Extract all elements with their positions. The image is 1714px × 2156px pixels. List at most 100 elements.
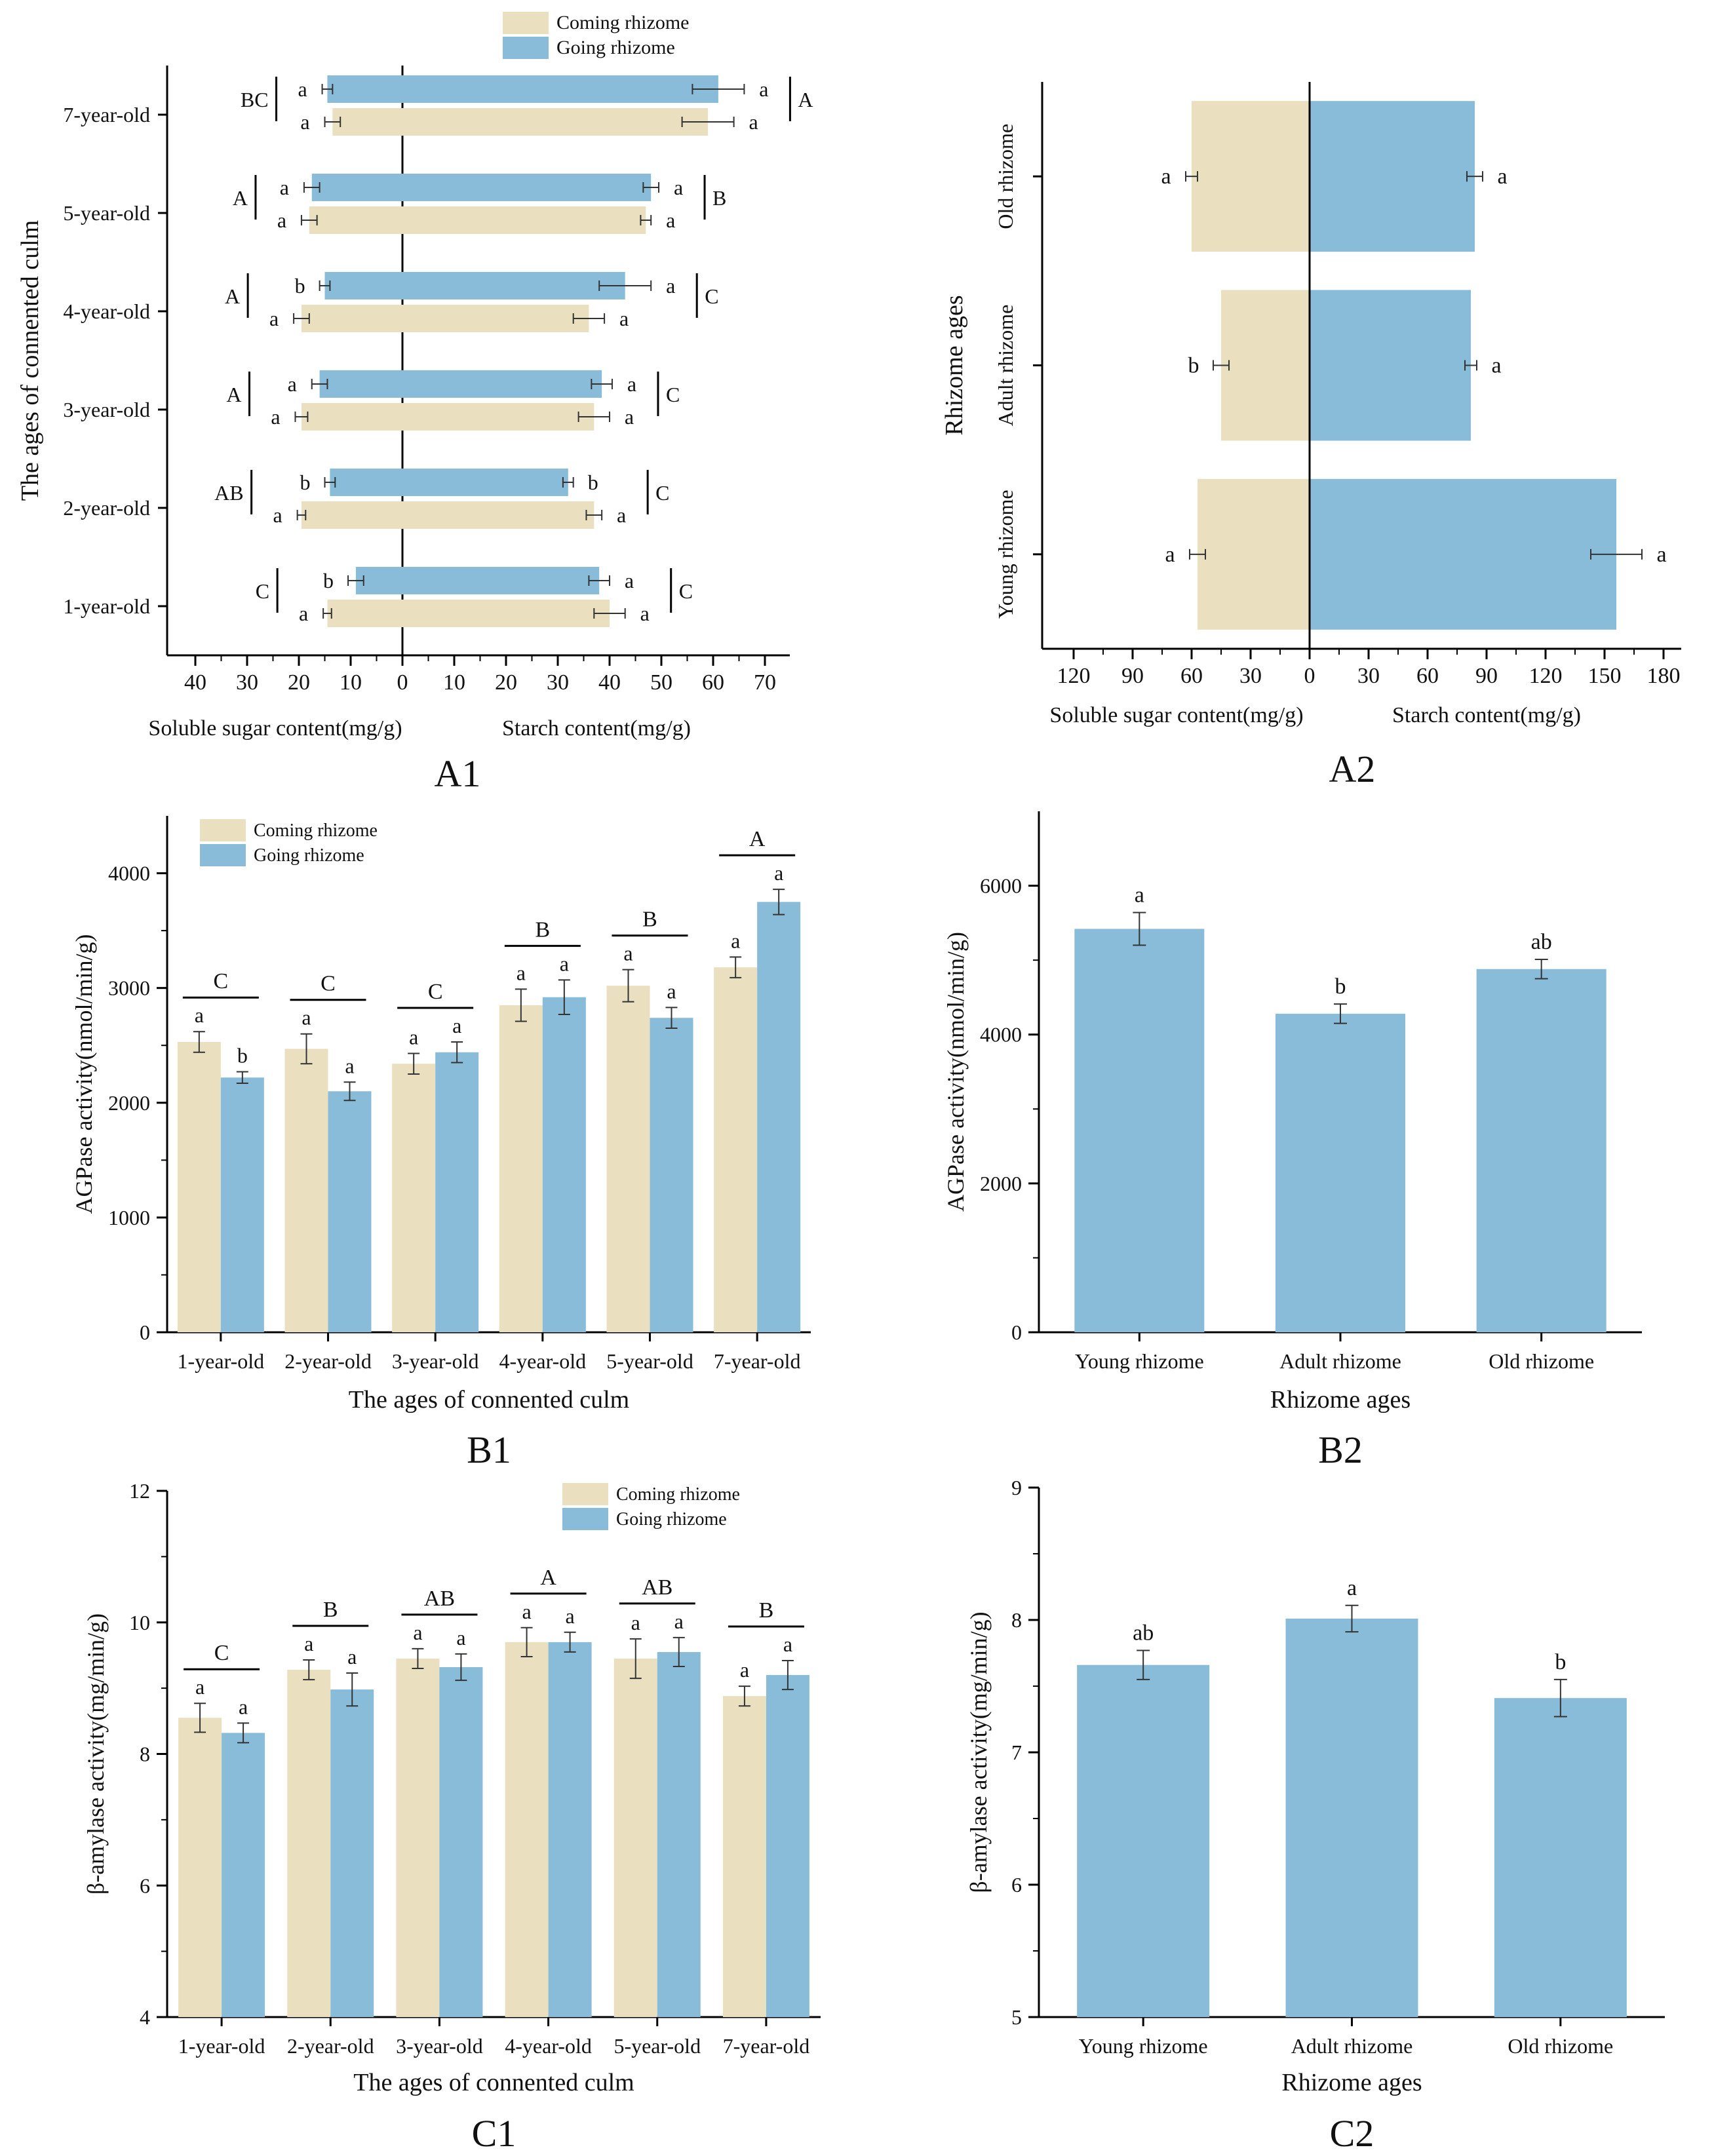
y-tick-label: 8 (140, 1742, 150, 1766)
bar (1285, 1618, 1418, 2017)
sig-letter-going: b (237, 1043, 248, 1067)
y-tick-label: 4000 (108, 862, 150, 885)
bar-sugar-coming (301, 403, 402, 431)
error-bar-going (451, 1041, 463, 1064)
y-tick-label: 5 (1011, 2005, 1022, 2029)
error-bar-coming (193, 1031, 205, 1053)
error-bar-going (564, 1631, 576, 1653)
y-tick-label: 2000 (980, 1172, 1022, 1195)
x-tick-label: 40 (184, 670, 206, 695)
bar-starch (1310, 478, 1616, 630)
category-label: Adult rhizome (994, 305, 1017, 427)
error-bar-going (558, 979, 570, 1015)
group-letter-sugar: AB (214, 481, 243, 505)
bar-coming (392, 1064, 436, 1332)
error-bar-starch-coming (681, 117, 735, 127)
y-tick-label: 6 (1011, 1873, 1022, 1896)
group-letter: A (540, 1566, 556, 1590)
bar-sugar-going (327, 75, 402, 103)
bar-sugar (1192, 101, 1310, 252)
sig-letter-starch: a (625, 405, 634, 429)
error-bar (1137, 1649, 1150, 1680)
group-letter-sugar: A (226, 383, 241, 406)
bar-starch (1310, 101, 1475, 252)
bar-going (222, 1733, 265, 2017)
x-tick-label: 20 (495, 670, 517, 695)
sig-letter-coming: a (740, 1658, 749, 1682)
bar-coming (396, 1658, 440, 2017)
group-letter-starch: A (798, 88, 813, 111)
sig-letter-sugar: b (300, 471, 311, 494)
error-bar-sugar-coming (322, 608, 332, 619)
sig-letter-going: a (667, 979, 676, 1003)
error-bar-sugar-going (347, 575, 364, 586)
category-label: 5-year-old (614, 2034, 701, 2058)
x-tick-label: 30 (1357, 664, 1380, 688)
x-tick-label: 30 (236, 670, 258, 695)
sig-letter-going: a (345, 1054, 354, 1077)
panel-a1-sugar-starch-by-culm-age: Coming rhizome Going rhizome 40 30 20 10 0 10 20… (16, 12, 813, 795)
bar-going (435, 1052, 479, 1332)
error-bar-going (346, 1672, 359, 1707)
error-bar-starch-coming (593, 608, 626, 619)
sig-letter-coming: a (413, 1621, 422, 1644)
sig-letter-starch: a (666, 274, 675, 298)
error-bar-starch-coming (577, 412, 610, 422)
sig-letter-sugar: a (1161, 164, 1171, 189)
y-tick-label: 12 (129, 1479, 150, 1503)
category-label: 3-year-old (63, 398, 150, 421)
y-tick-label: 4000 (980, 1023, 1022, 1047)
y-axis-title: AGPase activity(nmol/min/g) (71, 934, 97, 1214)
bar (1074, 929, 1205, 1332)
sig-letter-starch: a (674, 176, 683, 199)
bar-going (542, 997, 586, 1332)
category-label: 7-year-old (714, 1349, 801, 1373)
sig-letter-sugar: a (288, 372, 297, 396)
category-label: 2-year-old (284, 1349, 372, 1373)
error-bar-coming (738, 1685, 750, 1707)
bar-starch-going (402, 174, 652, 201)
sig-letter-coming: a (631, 1611, 640, 1634)
error-bar-coming (629, 1638, 642, 1680)
bar-starch (1310, 290, 1471, 441)
bar-sugar-coming (327, 600, 402, 627)
bar-starch-coming (402, 108, 709, 136)
bar-coming (177, 1041, 221, 1332)
bar-going (657, 1651, 701, 2017)
y-tick-label: 0 (140, 1320, 150, 1344)
error-bar-starch-going (691, 84, 745, 94)
panel-label: A1 (435, 752, 481, 795)
sig-letter: b (1555, 1650, 1566, 1674)
group-letter-sugar: BC (241, 88, 269, 111)
category-label: 1-year-old (178, 2034, 265, 2058)
error-bar-sugar-going (303, 182, 321, 193)
panel-a2-sugar-starch-by-rhizome-age: 120 90 60 30 0 30 60 90 120 150 180 Soluble sugar c… (941, 82, 1681, 790)
x-tick-label: 180 (1647, 664, 1681, 688)
error-bar-coming (408, 1052, 420, 1075)
y-axis-title: β-amylase activity(mg/min/g) (965, 1611, 992, 1893)
panel-label: C2 (1330, 2112, 1374, 2155)
error-bar-coming (194, 1703, 206, 1733)
panel-c1-amylase-by-culm-age: 4 6 8 10 12 β-amylase activity(mg/min/g) The a… (83, 1479, 821, 2155)
category-label: 4-year-old (499, 1349, 587, 1373)
y-tick-label: 3000 (108, 976, 150, 1000)
error-bar (1534, 959, 1548, 980)
legend-swatch-coming (562, 1483, 608, 1505)
sig-letter-coming: a (731, 929, 740, 952)
panel-b2-agpase-by-rhizome-age: 0 2000 4000 6000 AGPase activity(nmol/min/g)… (943, 811, 1642, 1471)
sig-letter-going: a (347, 1645, 357, 1668)
bar-coming (499, 1005, 543, 1332)
category-label: 3-year-old (392, 1349, 479, 1373)
sig-letter-sugar: a (300, 110, 309, 134)
sig-letter-sugar: b (295, 274, 305, 298)
sig-letter-starch: a (1497, 164, 1507, 189)
x-axis-label-starch: Starch content(mg/g) (502, 716, 691, 741)
bar-starch-coming (402, 206, 646, 234)
x-axis-title: Rhizome ages (1270, 1386, 1411, 1414)
sig-letter: ab (1133, 1621, 1154, 1645)
sig-letter-starch: b (588, 471, 598, 494)
panel-label: B1 (467, 1429, 511, 1471)
bar-sugar-coming (301, 305, 402, 332)
category-label: Old rhizome (1508, 2034, 1613, 2058)
y-axis-title: Rhizome ages (941, 295, 968, 435)
